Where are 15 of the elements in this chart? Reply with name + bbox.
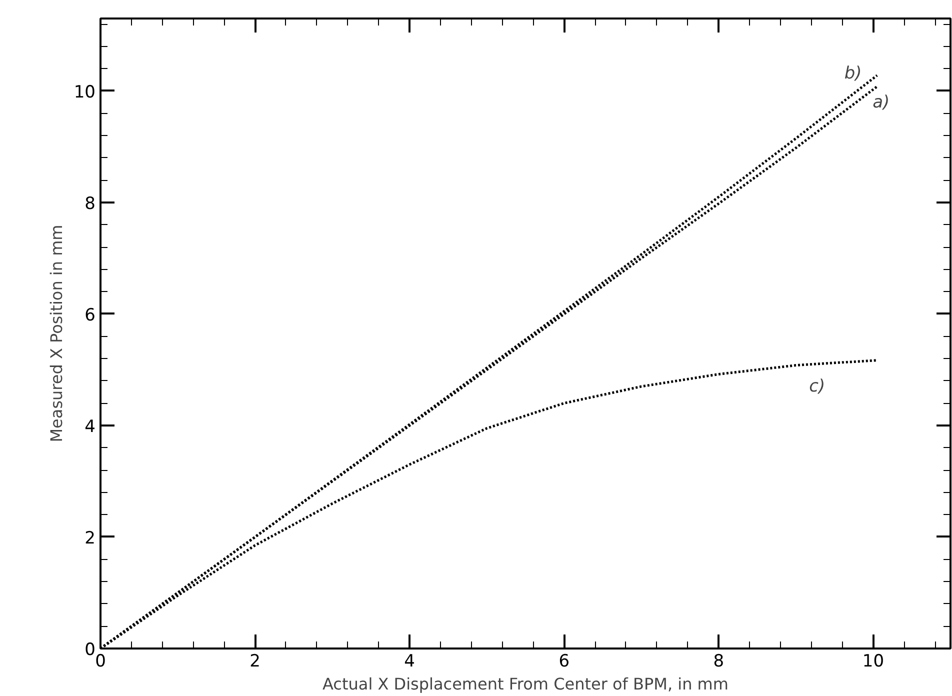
y-tick-label: 6: [84, 305, 96, 326]
x-tick-label: 8: [713, 652, 724, 672]
x-tick-label: 4: [404, 652, 416, 672]
series-label: a): [872, 92, 890, 113]
x-tick-label: 6: [558, 652, 570, 672]
x-tick-label: 10: [862, 652, 884, 672]
y-tick-label: 4: [84, 416, 96, 437]
y-tick-label: 2: [84, 528, 96, 548]
series-label: b): [844, 63, 862, 84]
y-axis-title: Measured X Position in mm: [46, 224, 66, 442]
x-axis-title: Actual X Displacement From Center of BPM, in mm: [322, 674, 728, 694]
x-tick-label: 2: [250, 652, 260, 672]
series-label: c): [809, 376, 826, 396]
y-tick-label: 8: [84, 194, 96, 214]
y-tick-label: 10: [74, 82, 96, 102]
